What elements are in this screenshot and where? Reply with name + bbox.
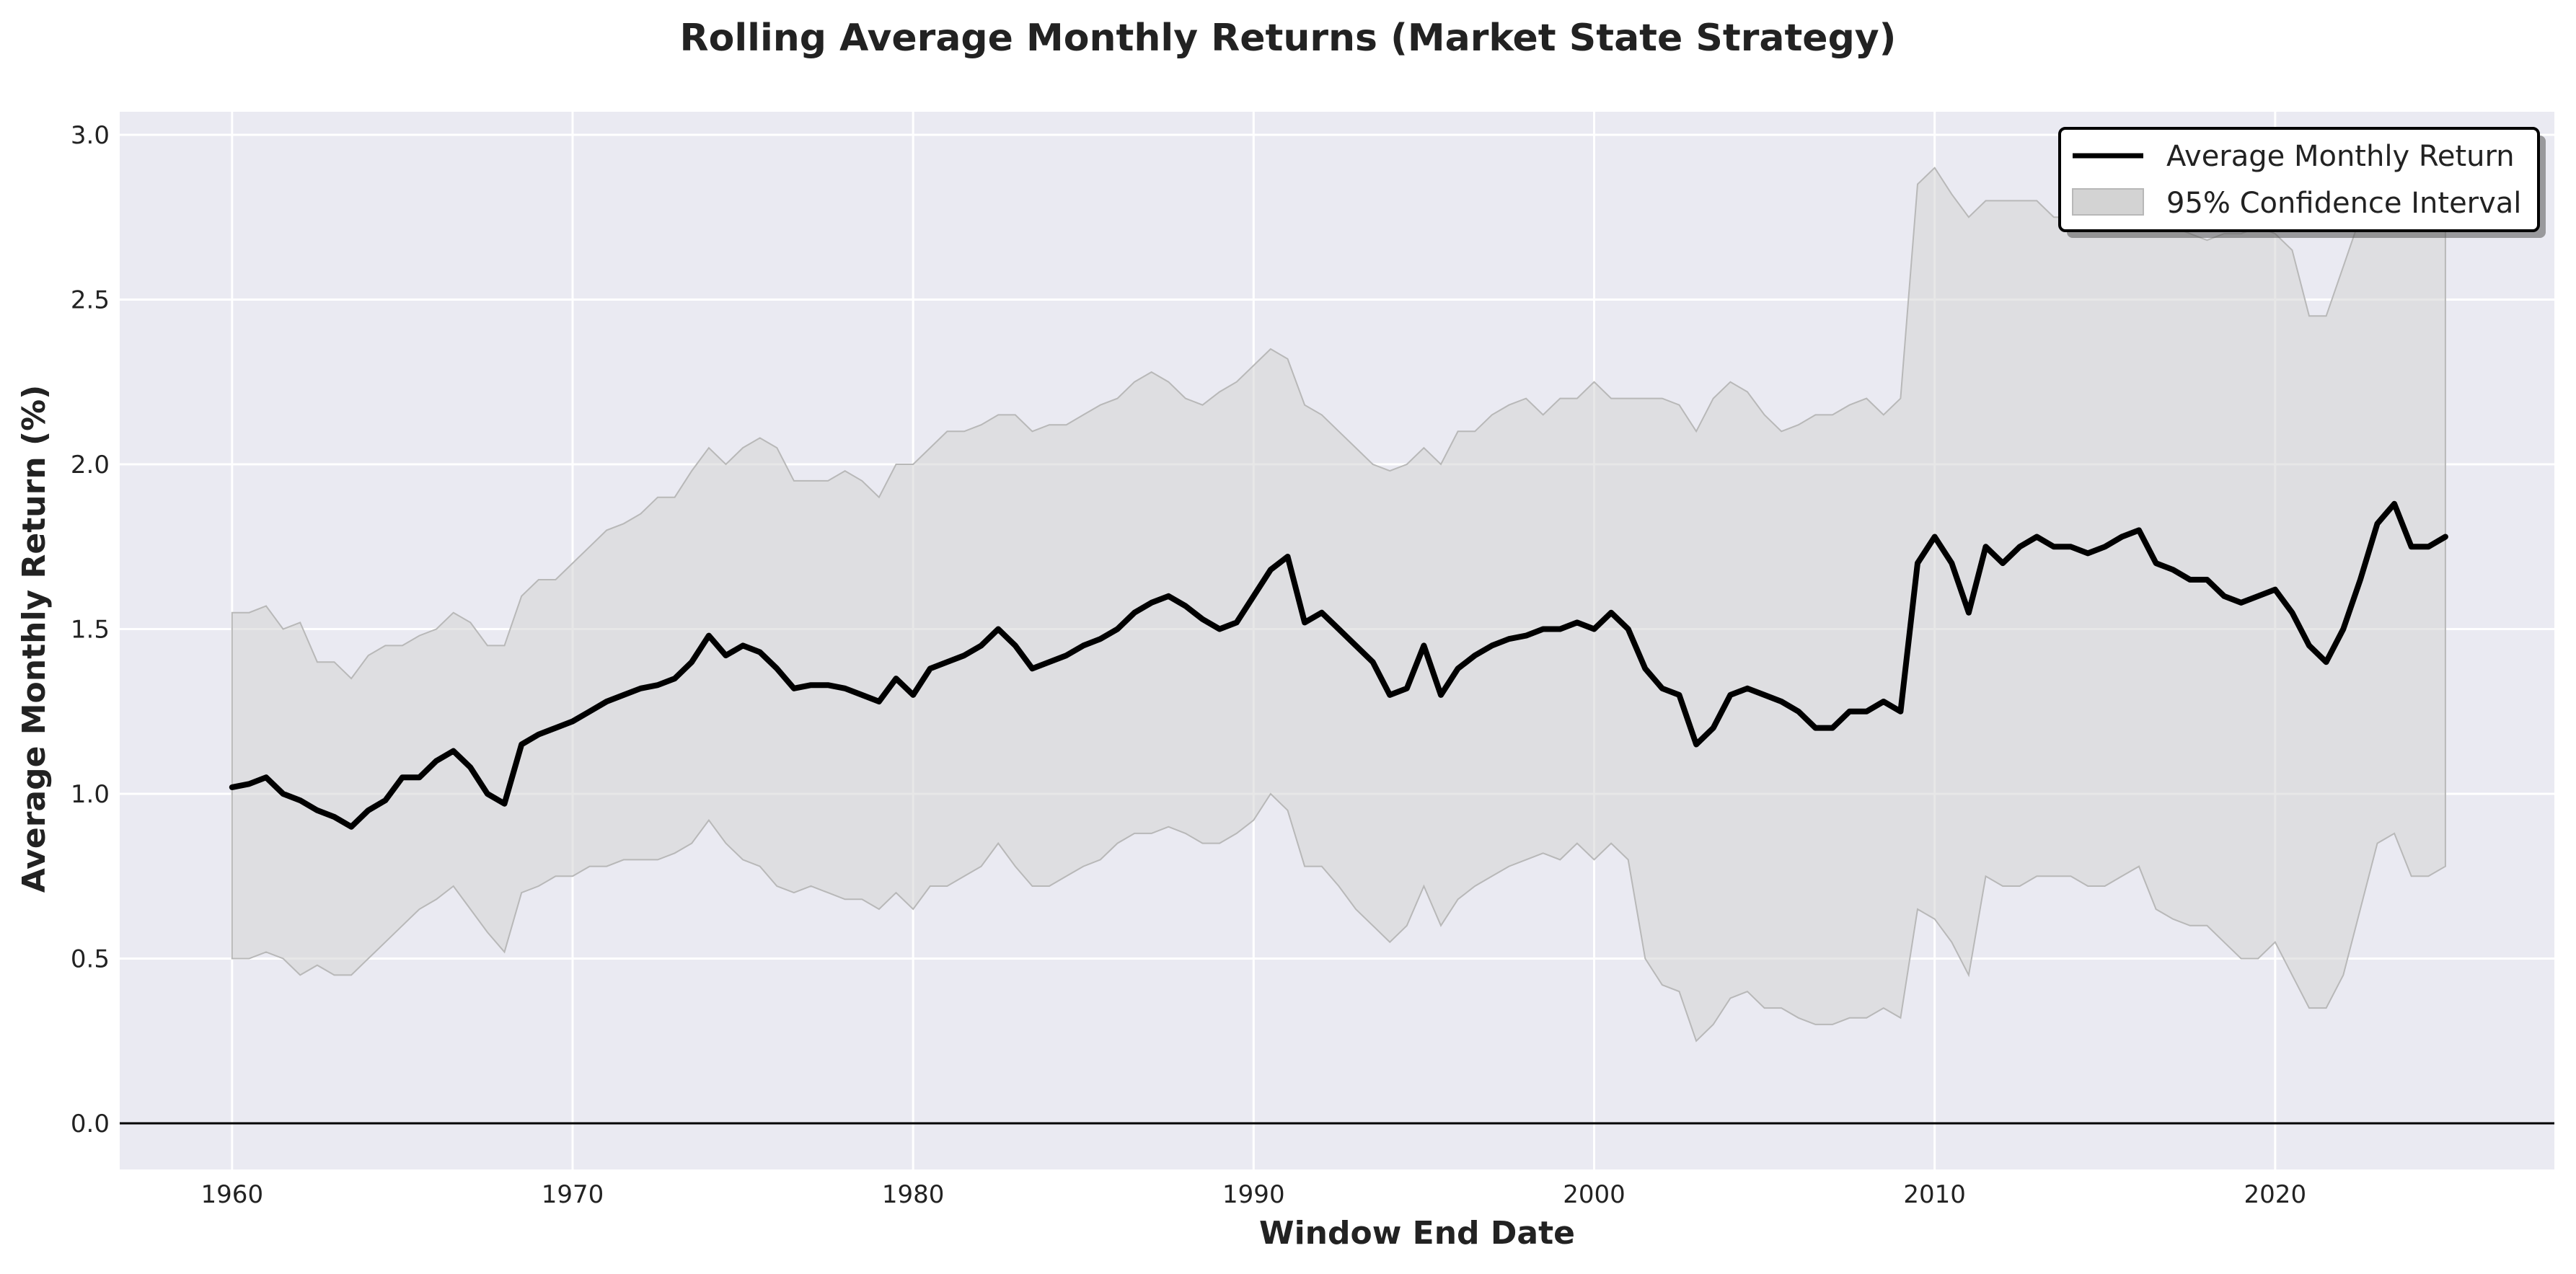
- legend-band-swatch: [2072, 188, 2144, 216]
- y-tick-label: 3.0: [71, 121, 110, 150]
- x-tick-label: 1970: [542, 1180, 604, 1209]
- y-tick-label: 1.5: [71, 616, 110, 645]
- confidence-interval-band: [231, 167, 2446, 1043]
- y-axis-ticks: 0.0 0.5 1.0 1.5 2.0 2.5 3.0: [71, 121, 110, 1138]
- x-axis-ticks: 1960 1970 1980 1990 2000 2010 2020: [201, 1180, 2307, 1209]
- y-axis-label: Average Monthly Return (%): [16, 385, 53, 893]
- legend-label-average: Average Monthly Return: [2166, 140, 2515, 173]
- legend: Average Monthly Return 95% Confidence In…: [2058, 127, 2546, 238]
- y-tick-label: 1.0: [71, 780, 110, 809]
- x-tick-label: 1980: [882, 1180, 945, 1209]
- x-tick-label: 2000: [1563, 1180, 1626, 1209]
- average-return-line: [229, 500, 2448, 830]
- legend-label-confidence: 95% Confidence Interval: [2166, 187, 2521, 220]
- legend-box: [2058, 127, 2540, 232]
- x-axis-label: Window End Date: [1259, 1215, 1575, 1252]
- x-tick-label: 2010: [1903, 1180, 1966, 1209]
- chart-title: Rolling Average Monthly Returns (Market …: [680, 17, 1897, 60]
- y-tick-label: 0.5: [71, 945, 110, 974]
- x-tick-label: 1960: [201, 1180, 264, 1209]
- x-tick-label: 1990: [1222, 1180, 1285, 1209]
- y-tick-label: 0.0: [71, 1110, 110, 1138]
- y-tick-label: 2.0: [71, 451, 110, 479]
- x-tick-label: 2020: [2244, 1180, 2307, 1209]
- y-tick-label: 2.5: [71, 286, 110, 314]
